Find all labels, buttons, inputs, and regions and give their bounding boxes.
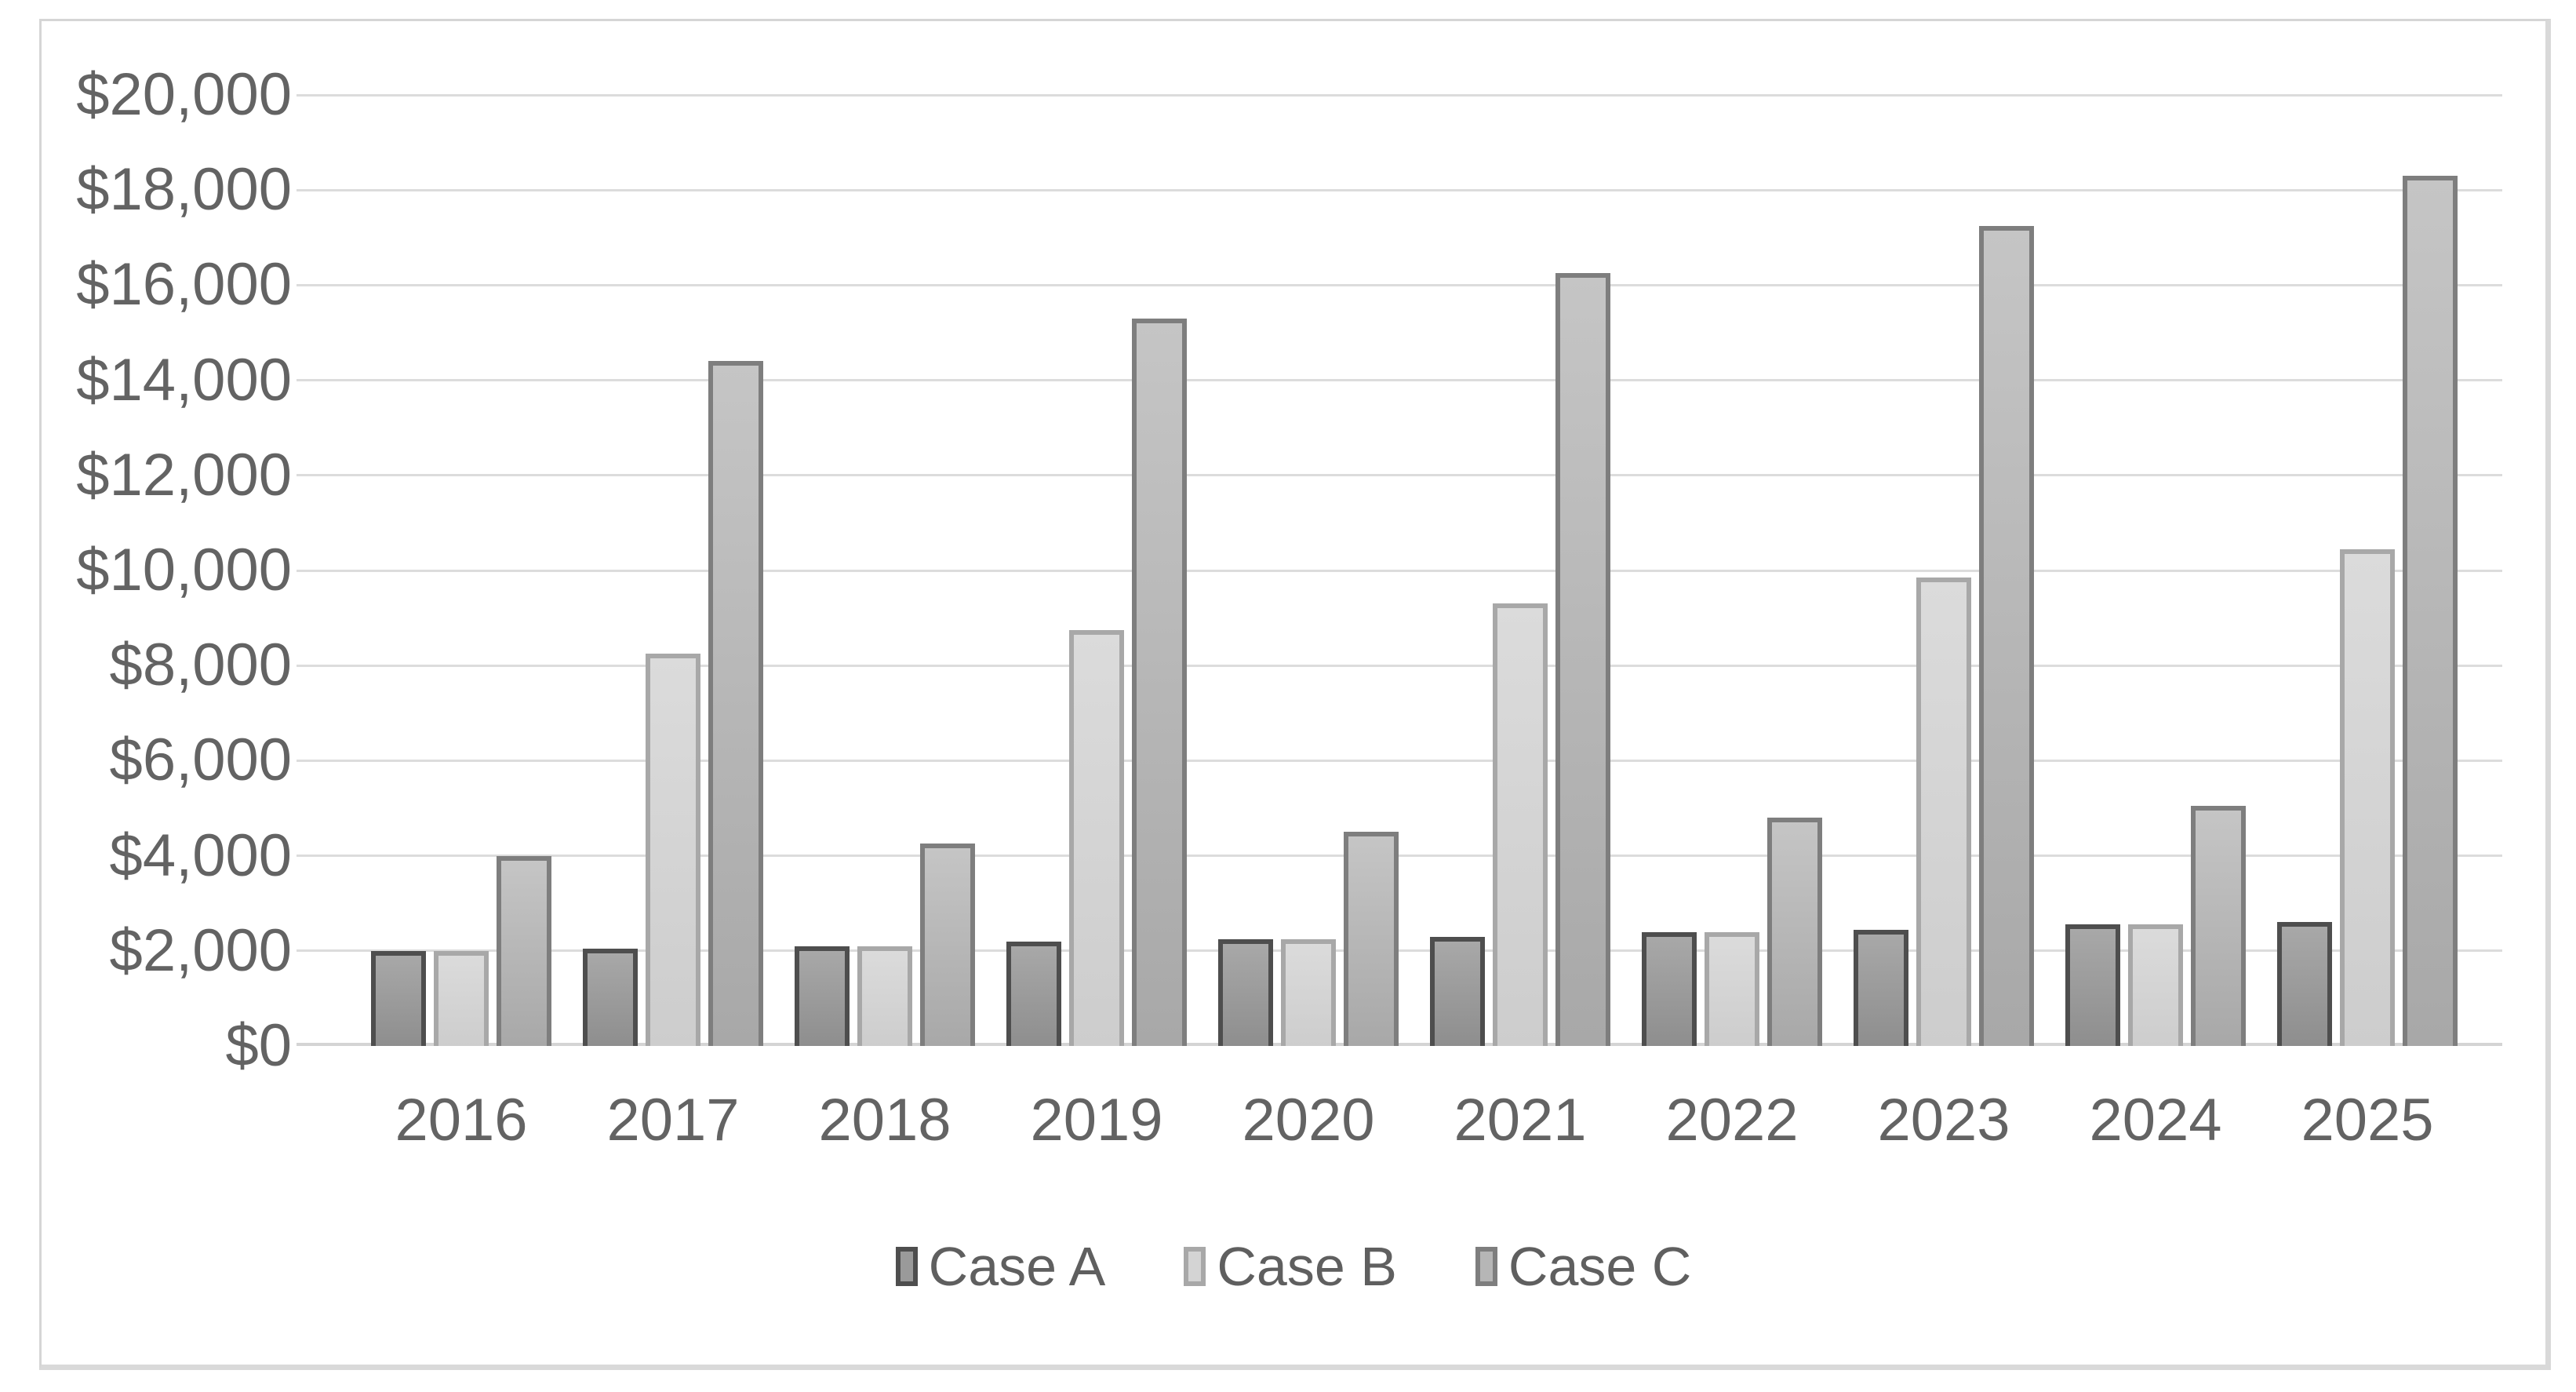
y-tick-label: $12,000 — [76, 441, 292, 508]
y-tick-label: $6,000 — [109, 727, 292, 794]
legend-label: Case A — [928, 1236, 1106, 1297]
gridline — [297, 379, 2502, 382]
y-axis: $0 $2,000 $4,000 $6,000 $8,000 $10,000 $12,000… — [42, 65, 292, 1076]
x-tick-label: 2023 — [1877, 1087, 2010, 1153]
y-tick-label: $14,000 — [76, 346, 292, 414]
bar-case-a-2020 — [1218, 938, 1273, 1046]
y-tick-label: $20,000 — [76, 61, 292, 128]
bar-case-c-2024 — [2191, 805, 2246, 1046]
gridline — [297, 855, 2502, 858]
gridline — [297, 188, 2502, 191]
legend-item-case-c: Case C — [1475, 1239, 1691, 1294]
bar-case-b-2024 — [2128, 924, 2183, 1046]
y-tick-label: $10,000 — [76, 537, 292, 603]
x-tick-label: 2018 — [818, 1087, 951, 1153]
y-tick-label: $0 — [225, 1012, 292, 1079]
bar-case-a-2018 — [795, 946, 850, 1046]
bar-case-a-2017 — [583, 948, 638, 1046]
plot-area — [297, 93, 2502, 1046]
bar-case-c-2020 — [1344, 832, 1399, 1046]
y-tick-label: $18,000 — [76, 156, 292, 224]
bar-case-a-2016 — [371, 950, 426, 1046]
y-tick-label: $4,000 — [109, 822, 292, 889]
bar-case-a-2023 — [1854, 929, 1908, 1046]
x-tick-label: 2017 — [606, 1087, 740, 1153]
bar-case-c-2021 — [1555, 273, 1610, 1046]
bar-group-2024 — [2050, 95, 2261, 1046]
bar-case-b-2019 — [1069, 629, 1124, 1046]
gridline — [297, 569, 2502, 572]
bar-case-b-2017 — [646, 654, 700, 1046]
gridline — [297, 283, 2502, 286]
gridline — [297, 949, 2502, 953]
bar-case-b-2025 — [2340, 548, 2395, 1046]
bar-case-a-2025 — [2277, 922, 2332, 1046]
legend-item-case-a: Case A — [895, 1236, 1106, 1297]
bar-case-a-2022 — [1642, 931, 1697, 1046]
bar-case-a-2024 — [2065, 924, 2120, 1046]
bar-case-b-2023 — [1916, 578, 1971, 1046]
bar-case-c-2016 — [497, 855, 551, 1046]
gridline — [297, 1043, 2502, 1046]
bar-group-2018 — [779, 95, 991, 1046]
bar-group-2023 — [1838, 95, 2050, 1046]
bar-groups — [355, 95, 2473, 1046]
bar-case-b-2020 — [1281, 938, 1336, 1046]
bar-case-c-2019 — [1132, 318, 1187, 1046]
legend-item-case-b: Case B — [1184, 1239, 1397, 1294]
gridline — [297, 664, 2502, 667]
bar-case-b-2022 — [1705, 931, 1759, 1046]
bar-group-2021 — [1414, 95, 1626, 1046]
chart-frame: $0 $2,000 $4,000 $6,000 $8,000 $10,000 $12,000… — [39, 19, 2551, 1370]
bar-case-c-2025 — [2403, 176, 2458, 1046]
bar-group-2017 — [567, 95, 779, 1046]
bar-case-b-2018 — [857, 946, 912, 1046]
x-tick-label: 2016 — [395, 1087, 528, 1153]
case-b-swatch-icon — [1184, 1247, 1206, 1286]
gridline — [297, 474, 2502, 477]
x-tick-label: 2025 — [2301, 1087, 2434, 1153]
bar-group-2025 — [2261, 95, 2473, 1046]
bar-case-a-2019 — [1006, 941, 1061, 1046]
bar-case-c-2017 — [708, 361, 763, 1046]
x-tick-label: 2019 — [1030, 1087, 1163, 1153]
bar-case-b-2021 — [1493, 603, 1548, 1046]
bar-group-2022 — [1626, 95, 1838, 1046]
bar-case-c-2018 — [920, 844, 975, 1046]
legend-label: Case C — [1508, 1236, 1692, 1297]
x-axis: 2016 2017 2018 2019 2020 2021 2022 2023 2024 2025 — [355, 1091, 2473, 1150]
x-tick-label: 2022 — [1665, 1087, 1799, 1153]
x-tick-label: 2024 — [2089, 1087, 2222, 1153]
legend: Case A Case B Case C — [42, 1239, 2545, 1294]
bar-group-2019 — [991, 95, 1202, 1046]
y-tick-label: $8,000 — [109, 632, 292, 699]
x-tick-label: 2020 — [1242, 1087, 1375, 1153]
bar-case-b-2016 — [434, 950, 489, 1046]
bar-group-2016 — [355, 95, 567, 1046]
legend-label: Case B — [1217, 1236, 1397, 1297]
bar-case-c-2022 — [1767, 818, 1822, 1046]
bar-case-c-2023 — [1979, 225, 2034, 1046]
gridline — [297, 759, 2502, 762]
gridline — [297, 93, 2502, 97]
bar-group-2020 — [1202, 95, 1414, 1046]
bar-case-a-2021 — [1430, 936, 1485, 1046]
y-tick-label: $16,000 — [76, 251, 292, 319]
x-tick-label: 2021 — [1454, 1087, 1587, 1153]
case-a-swatch-icon — [895, 1247, 918, 1286]
case-c-swatch-icon — [1475, 1247, 1497, 1286]
y-tick-label: $2,000 — [109, 916, 292, 984]
